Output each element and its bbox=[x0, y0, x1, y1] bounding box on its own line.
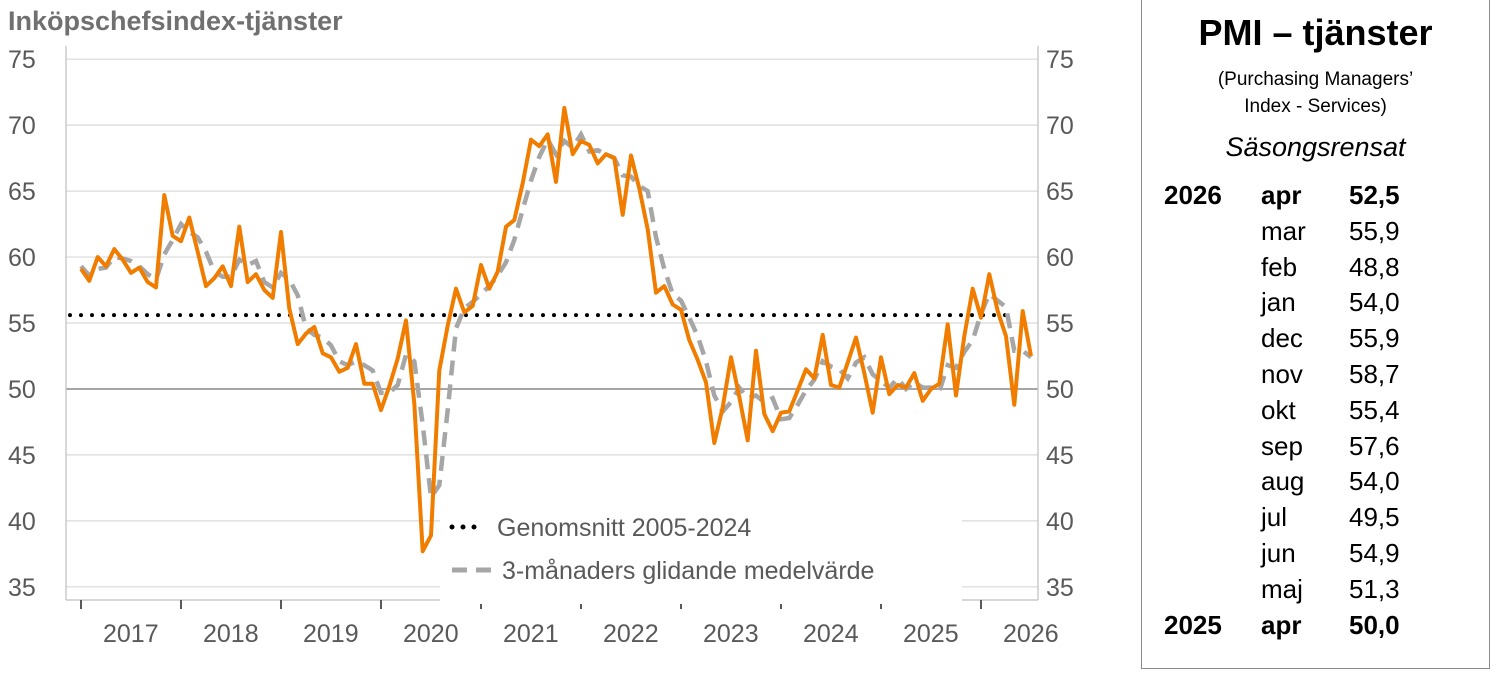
row-value: 49,5 bbox=[1349, 502, 1400, 533]
table-row: sep 57,6 bbox=[1142, 429, 1489, 465]
row-month: feb bbox=[1261, 251, 1298, 282]
row-year: 2026 bbox=[1164, 180, 1222, 210]
table-row: mar 55,9 bbox=[1142, 214, 1489, 250]
x-tick-label: 2019 bbox=[303, 620, 359, 648]
y-tick-label-right: 55 bbox=[1046, 310, 1074, 338]
pmi-summary-panel: PMI – tjänster (Purchasing Managers’ Ind… bbox=[1141, 0, 1490, 669]
legend-label-average: Genomsnitt 2005-2024 bbox=[497, 514, 751, 542]
row-month: jul bbox=[1261, 502, 1288, 533]
panel-subtitle: (Purchasing Managers’ Index - Services) bbox=[1142, 66, 1489, 120]
row-value: 58,7 bbox=[1349, 358, 1400, 389]
table-row: jan 54,0 bbox=[1142, 285, 1489, 321]
table-row: maj 51,3 bbox=[1142, 572, 1489, 608]
legend-label-moving-average: 3-månaders glidande medelvärde bbox=[502, 557, 874, 585]
y-tick-label-left: 65 bbox=[8, 178, 36, 206]
row-month: nov bbox=[1261, 358, 1303, 389]
row-year: 2025 bbox=[1164, 609, 1222, 640]
row-value: 54,0 bbox=[1349, 466, 1400, 497]
row-value: 54,9 bbox=[1349, 537, 1400, 568]
row-value: 55,9 bbox=[1349, 215, 1400, 246]
row-month: aug bbox=[1261, 466, 1305, 497]
row-value: 51,3 bbox=[1349, 573, 1400, 604]
x-tick-label: 2024 bbox=[803, 620, 859, 648]
row-month: apr bbox=[1261, 180, 1302, 210]
y-tick-label-left: 35 bbox=[8, 574, 36, 602]
x-tick-label: 2018 bbox=[203, 620, 259, 648]
row-month: jun bbox=[1261, 537, 1296, 568]
y-tick-label-left: 40 bbox=[8, 508, 36, 536]
x-tick-label: 2020 bbox=[403, 620, 459, 648]
row-month: apr bbox=[1261, 609, 1302, 640]
table-row: jun 54,9 bbox=[1142, 536, 1489, 572]
row-value: 48,8 bbox=[1349, 251, 1400, 282]
row-month: jan bbox=[1261, 287, 1296, 318]
chart-title: Inköpschefsindex-tjänster bbox=[8, 6, 343, 36]
y-tick-label-right: 75 bbox=[1046, 46, 1074, 74]
table-row: 2026 apr 52,5 bbox=[1142, 178, 1489, 214]
panel-subtitle-line1: (Purchasing Managers’ bbox=[1217, 69, 1414, 90]
row-value: 55,9 bbox=[1349, 323, 1400, 354]
table-row: nov 58,7 bbox=[1142, 357, 1489, 393]
y-tick-label-right: 45 bbox=[1046, 442, 1074, 470]
row-month: dec bbox=[1261, 323, 1303, 354]
x-tick-label: 2023 bbox=[703, 620, 759, 648]
table-row: 2025 apr 50,0 bbox=[1142, 608, 1489, 644]
y-tick-label-left: 70 bbox=[8, 112, 36, 140]
row-month: maj bbox=[1261, 573, 1303, 604]
x-tick-label: 2022 bbox=[603, 620, 659, 648]
table-row: dec 55,9 bbox=[1142, 321, 1489, 357]
y-tick-label-right: 35 bbox=[1046, 574, 1074, 602]
x-tick-label: 2021 bbox=[503, 620, 559, 648]
row-month: okt bbox=[1261, 394, 1296, 425]
row-value: 55,4 bbox=[1349, 394, 1400, 425]
row-value: 52,5 bbox=[1349, 180, 1400, 210]
table-row: feb 48,8 bbox=[1142, 250, 1489, 286]
row-value: 57,6 bbox=[1349, 430, 1400, 461]
row-value: 54,0 bbox=[1349, 287, 1400, 318]
x-tick-label: 2025 bbox=[903, 620, 959, 648]
moving-average-line bbox=[79, 129, 1033, 504]
row-value: 50,0 bbox=[1349, 609, 1400, 640]
y-tick-label-left: 45 bbox=[8, 442, 36, 470]
x-tick-label: 2017 bbox=[103, 620, 159, 648]
y-tick-label-right: 40 bbox=[1046, 508, 1074, 536]
y-tick-label-right: 65 bbox=[1046, 178, 1074, 206]
y-tick-label-left: 60 bbox=[8, 244, 36, 272]
pmi-value-table: 2026 apr 52,5 mar 55,9 feb 48,8 jan 54,0 dec 5… bbox=[1142, 178, 1489, 643]
x-tick-label: 2026 bbox=[1003, 620, 1059, 648]
y-tick-label-right: 60 bbox=[1046, 244, 1074, 272]
table-row: jul 49,5 bbox=[1142, 500, 1489, 536]
y-tick-label-left: 55 bbox=[8, 310, 36, 338]
pmi-line bbox=[79, 106, 1033, 554]
row-month: mar bbox=[1261, 215, 1306, 246]
table-row: okt 55,4 bbox=[1142, 393, 1489, 429]
y-tick-label-right: 50 bbox=[1046, 376, 1074, 404]
legend-box bbox=[440, 508, 962, 604]
row-month: sep bbox=[1261, 430, 1303, 461]
table-row: aug 54,0 bbox=[1142, 464, 1489, 500]
panel-subtitle-line2: Index - Services) bbox=[1244, 96, 1387, 117]
seasonal-adjustment-label: Säsongsrensat bbox=[1225, 132, 1406, 162]
panel-title: PMI – tjänster bbox=[1198, 12, 1433, 53]
y-tick-label-right: 70 bbox=[1046, 112, 1074, 140]
y-tick-label-left: 50 bbox=[8, 376, 36, 404]
y-tick-label-left: 75 bbox=[8, 46, 36, 74]
pmi-chart: 35 35 40 40 45 45 50 50 55 55 60 60 65 65 70 70 75 75 2017… bbox=[8, 46, 1074, 648]
